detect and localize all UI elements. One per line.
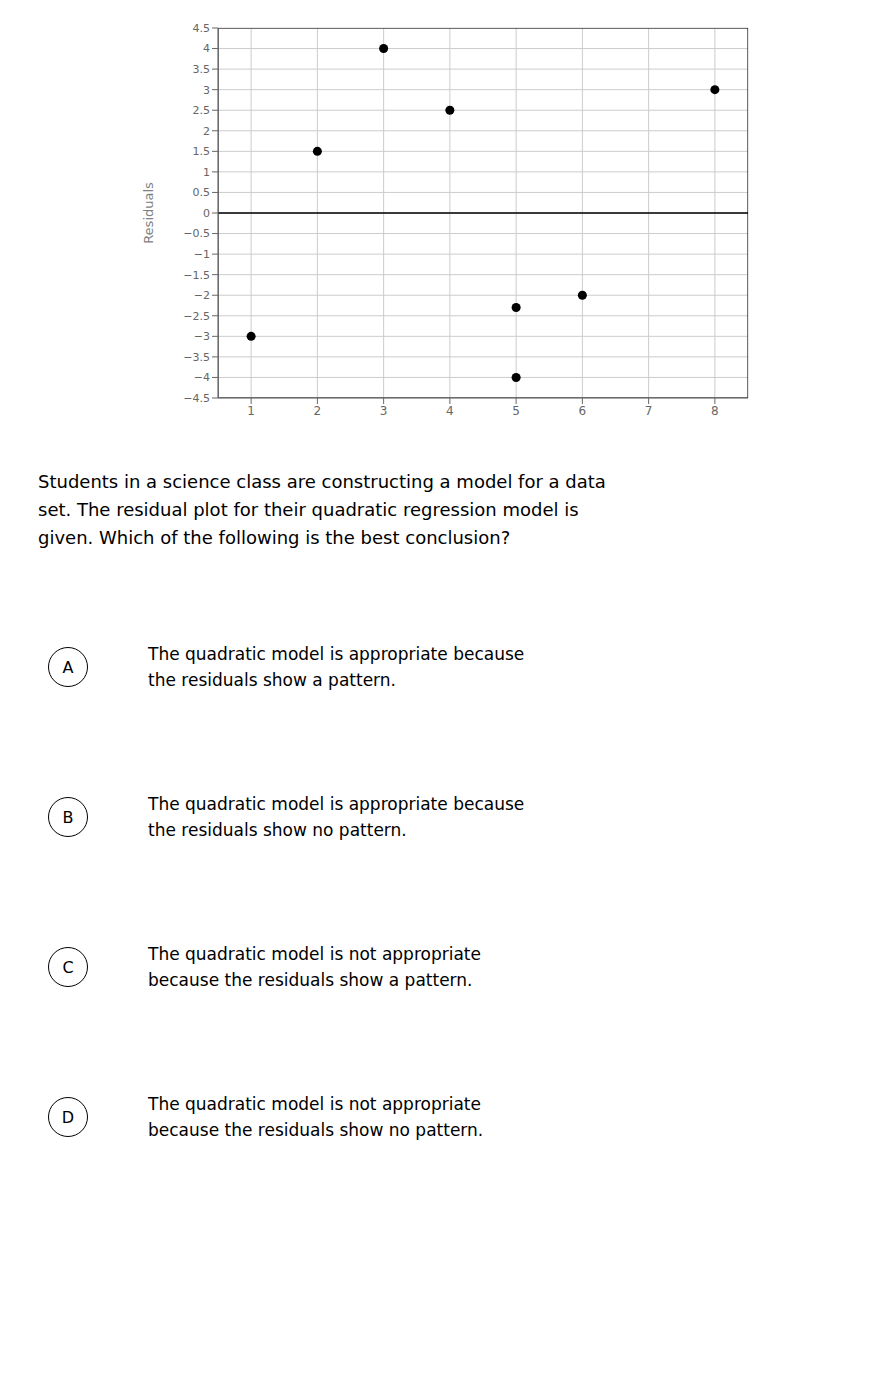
svg-text:−4: −4 (194, 371, 210, 384)
html-text:The quadratic model is appropr: The quadratic model is appropriate becau… (148, 794, 525, 814)
svg-text:−2.5: −2.5 (183, 310, 210, 323)
svg-text:5: 5 (512, 404, 520, 418)
html-text:The quadratic model is appropr: The quadratic model is appropriate becau… (148, 644, 525, 664)
html-text:because the residuals show a p: because the residuals show a pattern. (148, 970, 473, 990)
svg-text:2.5: 2.5 (193, 104, 211, 117)
svg-text:−3: −3 (194, 330, 210, 343)
html-text:given. Which of the following: given. Which of the following is the bes… (38, 527, 511, 548)
svg-text:7: 7 (645, 404, 653, 418)
svg-text:2: 2 (314, 404, 322, 418)
html-text:The quadratic model is not app: The quadratic model is not appropriate (148, 944, 481, 964)
svg-text:2: 2 (203, 125, 210, 138)
svg-text:−4.5: −4.5 (183, 392, 210, 405)
html-text:Students in a science class ar: Students in a science class are construc… (38, 471, 606, 492)
html-text:C: C (62, 957, 74, 977)
svg-text:−2: −2 (194, 289, 210, 302)
svg-text:4: 4 (446, 404, 454, 418)
svg-text:−0.5: −0.5 (183, 227, 210, 240)
svg-text:4: 4 (203, 42, 210, 55)
html-text:The quadratic model is not app: The quadratic model is not appropriate (148, 1094, 481, 1114)
html-text:set. The residual plot for the: set. The residual plot for their quadrat… (38, 499, 579, 520)
html-text:the residuals show no pattern.: the residuals show no pattern. (148, 820, 407, 840)
svg-text:−1.5: −1.5 (183, 269, 210, 282)
html-text:the residuals show a pattern.: the residuals show a pattern. (148, 670, 396, 690)
html-text:D: D (61, 1107, 75, 1127)
svg-text:4.5: 4.5 (193, 22, 211, 35)
svg-text:6: 6 (579, 404, 587, 418)
svg-text:1: 1 (247, 404, 255, 418)
svg-text:1.5: 1.5 (193, 145, 211, 158)
svg-text:−1: −1 (194, 248, 210, 261)
svg-text:3: 3 (380, 404, 388, 418)
html-text:B: B (62, 807, 74, 827)
html-text:A: A (62, 657, 74, 677)
html-text:because the residuals show no: because the residuals show no pattern. (148, 1120, 484, 1140)
svg-text:Residuals: Residuals (141, 182, 156, 244)
svg-text:1: 1 (203, 166, 210, 179)
svg-text:3.5: 3.5 (193, 63, 211, 76)
svg-text:8: 8 (711, 404, 719, 418)
svg-text:0.5: 0.5 (193, 186, 211, 199)
svg-text:−3.5: −3.5 (183, 351, 210, 364)
svg-text:3: 3 (203, 84, 210, 97)
svg-text:0: 0 (203, 207, 210, 220)
